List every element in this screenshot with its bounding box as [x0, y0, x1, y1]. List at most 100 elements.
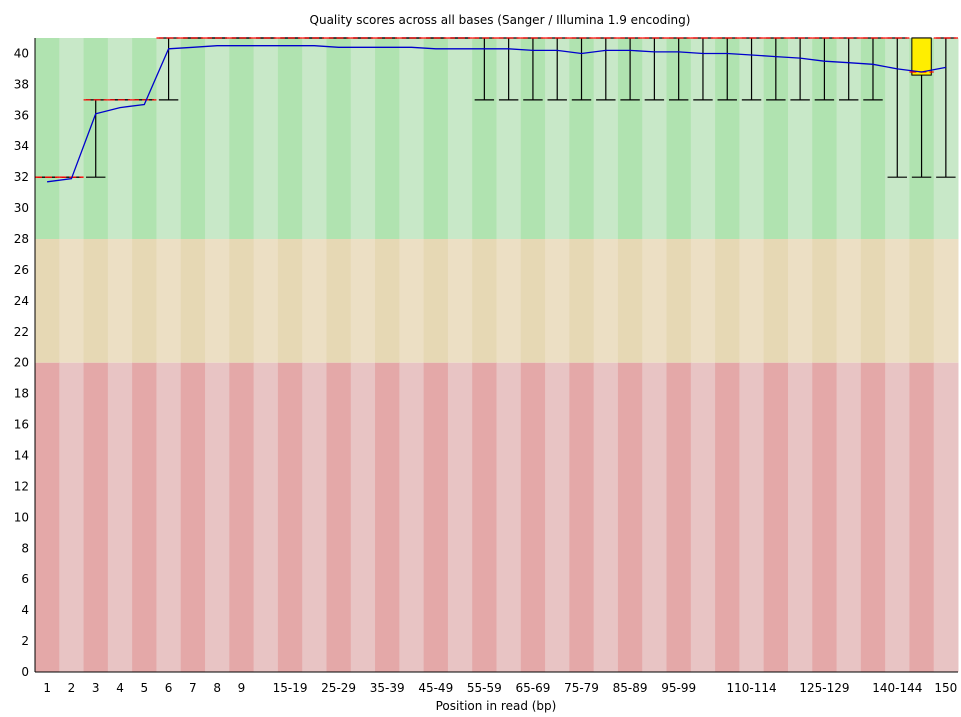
- y-tick-label-4: 4: [21, 603, 29, 617]
- x-tick-label-7: 8: [213, 681, 221, 695]
- x-tick-label-0: 1: [43, 681, 51, 695]
- band-1-col-24: [617, 239, 643, 363]
- band-2-col-17: [447, 362, 473, 672]
- x-tick-label-5: 6: [165, 681, 173, 695]
- x-tick-label-12: 25-29: [321, 681, 356, 695]
- band-2-col-34: [860, 362, 886, 672]
- y-tick-label-18: 18: [14, 387, 29, 401]
- band-2-col-19: [496, 362, 522, 672]
- band-2-col-36: [909, 362, 935, 672]
- band-0-col-10: [277, 38, 303, 240]
- band-2-col-35: [885, 362, 910, 672]
- y-tick-label-30: 30: [14, 201, 29, 215]
- band-0-col-12: [326, 38, 352, 240]
- band-1-col-8: [229, 239, 255, 363]
- band-1-col-31: [787, 239, 813, 363]
- band-2-col-3: [107, 362, 133, 672]
- x-tick-label-24: 85-89: [613, 681, 648, 695]
- y-tick-label-34: 34: [14, 139, 29, 153]
- band-1-col-35: [885, 239, 910, 363]
- band-1-col-21: [545, 239, 570, 363]
- band-1-col-1: [59, 239, 85, 363]
- band-1-col-13: [350, 239, 376, 363]
- band-1-col-27: [690, 239, 716, 363]
- y-tick-label-6: 6: [21, 572, 29, 586]
- y-tick-label-22: 22: [14, 325, 29, 339]
- quality-bands: [35, 38, 959, 672]
- x-tick-label-22: 75-79: [564, 681, 599, 695]
- band-1-col-12: [326, 239, 352, 363]
- band-1-col-23: [593, 239, 619, 363]
- band-2-col-30: [763, 362, 789, 672]
- band-1-col-20: [520, 239, 546, 363]
- band-0-col-7: [205, 38, 230, 240]
- band-1-col-15: [399, 239, 425, 363]
- band-1-col-18: [472, 239, 497, 363]
- y-tick-label-14: 14: [14, 449, 29, 463]
- band-1-col-32: [812, 239, 838, 363]
- band-1-col-25: [642, 239, 668, 363]
- band-2-col-7: [205, 362, 230, 672]
- x-tick-label-37: 150: [934, 681, 957, 695]
- band-2-col-24: [617, 362, 643, 672]
- axes: [34, 38, 958, 673]
- band-0-col-13: [350, 38, 376, 240]
- y-tick-label-40: 40: [14, 46, 29, 60]
- band-2-col-9: [253, 362, 279, 672]
- chart-title: Quality scores across all bases (Sanger …: [310, 13, 691, 27]
- y-tick-label-38: 38: [14, 77, 29, 91]
- band-1-col-4: [132, 239, 157, 363]
- band-2-col-29: [739, 362, 765, 672]
- band-0-col-11: [302, 38, 327, 240]
- x-tick-label-3: 4: [116, 681, 124, 695]
- band-2-col-28: [715, 362, 740, 672]
- band-0-col-15: [399, 38, 425, 240]
- band-1-col-33: [836, 239, 862, 363]
- y-tick-label-20: 20: [14, 356, 29, 370]
- band-1-col-2: [83, 239, 109, 363]
- band-2-col-32: [812, 362, 838, 672]
- band-1-col-37: [933, 239, 959, 363]
- band-1-col-16: [423, 239, 449, 363]
- x-tick-label-18: 55-59: [467, 681, 502, 695]
- band-2-col-18: [472, 362, 497, 672]
- y-tick-label-12: 12: [14, 479, 29, 493]
- band-2-col-26: [666, 362, 692, 672]
- x-tick-label-16: 45-49: [418, 681, 453, 695]
- band-2-col-12: [326, 362, 352, 672]
- band-1-col-17: [447, 239, 473, 363]
- y-tick-label-2: 2: [21, 634, 29, 648]
- band-1-col-26: [666, 239, 692, 363]
- band-1-col-9: [253, 239, 279, 363]
- y-tick-label-8: 8: [21, 541, 29, 555]
- band-1-col-28: [715, 239, 740, 363]
- band-1-col-11: [302, 239, 327, 363]
- box-plots: [35, 37, 958, 178]
- band-2-col-16: [423, 362, 449, 672]
- band-2-col-33: [836, 362, 862, 672]
- x-tick-label-26: 95-99: [661, 681, 696, 695]
- band-1-col-29: [739, 239, 765, 363]
- band-1-col-10: [277, 239, 303, 363]
- y-tick-label-32: 32: [14, 170, 29, 184]
- band-2-col-25: [642, 362, 668, 672]
- band-0-col-9: [253, 38, 279, 240]
- band-1-col-3: [107, 239, 133, 363]
- band-0-col-4: [132, 38, 157, 240]
- band-1-col-34: [860, 239, 886, 363]
- band-2-col-27: [690, 362, 716, 672]
- band-2-col-22: [569, 362, 595, 672]
- iqr-box-36: [911, 37, 932, 76]
- x-tick-label-2: 3: [92, 681, 100, 695]
- band-2-col-2: [83, 362, 109, 672]
- band-1-col-5: [156, 239, 182, 363]
- band-0-col-0: [35, 38, 60, 240]
- y-tick-label-10: 10: [14, 510, 29, 524]
- y-tick-label-0: 0: [21, 665, 29, 679]
- band-0-col-17: [447, 38, 473, 240]
- band-2-col-0: [35, 362, 60, 672]
- band-2-col-15: [399, 362, 425, 672]
- x-tick-label-6: 7: [189, 681, 197, 695]
- y-tick-label-26: 26: [14, 263, 29, 277]
